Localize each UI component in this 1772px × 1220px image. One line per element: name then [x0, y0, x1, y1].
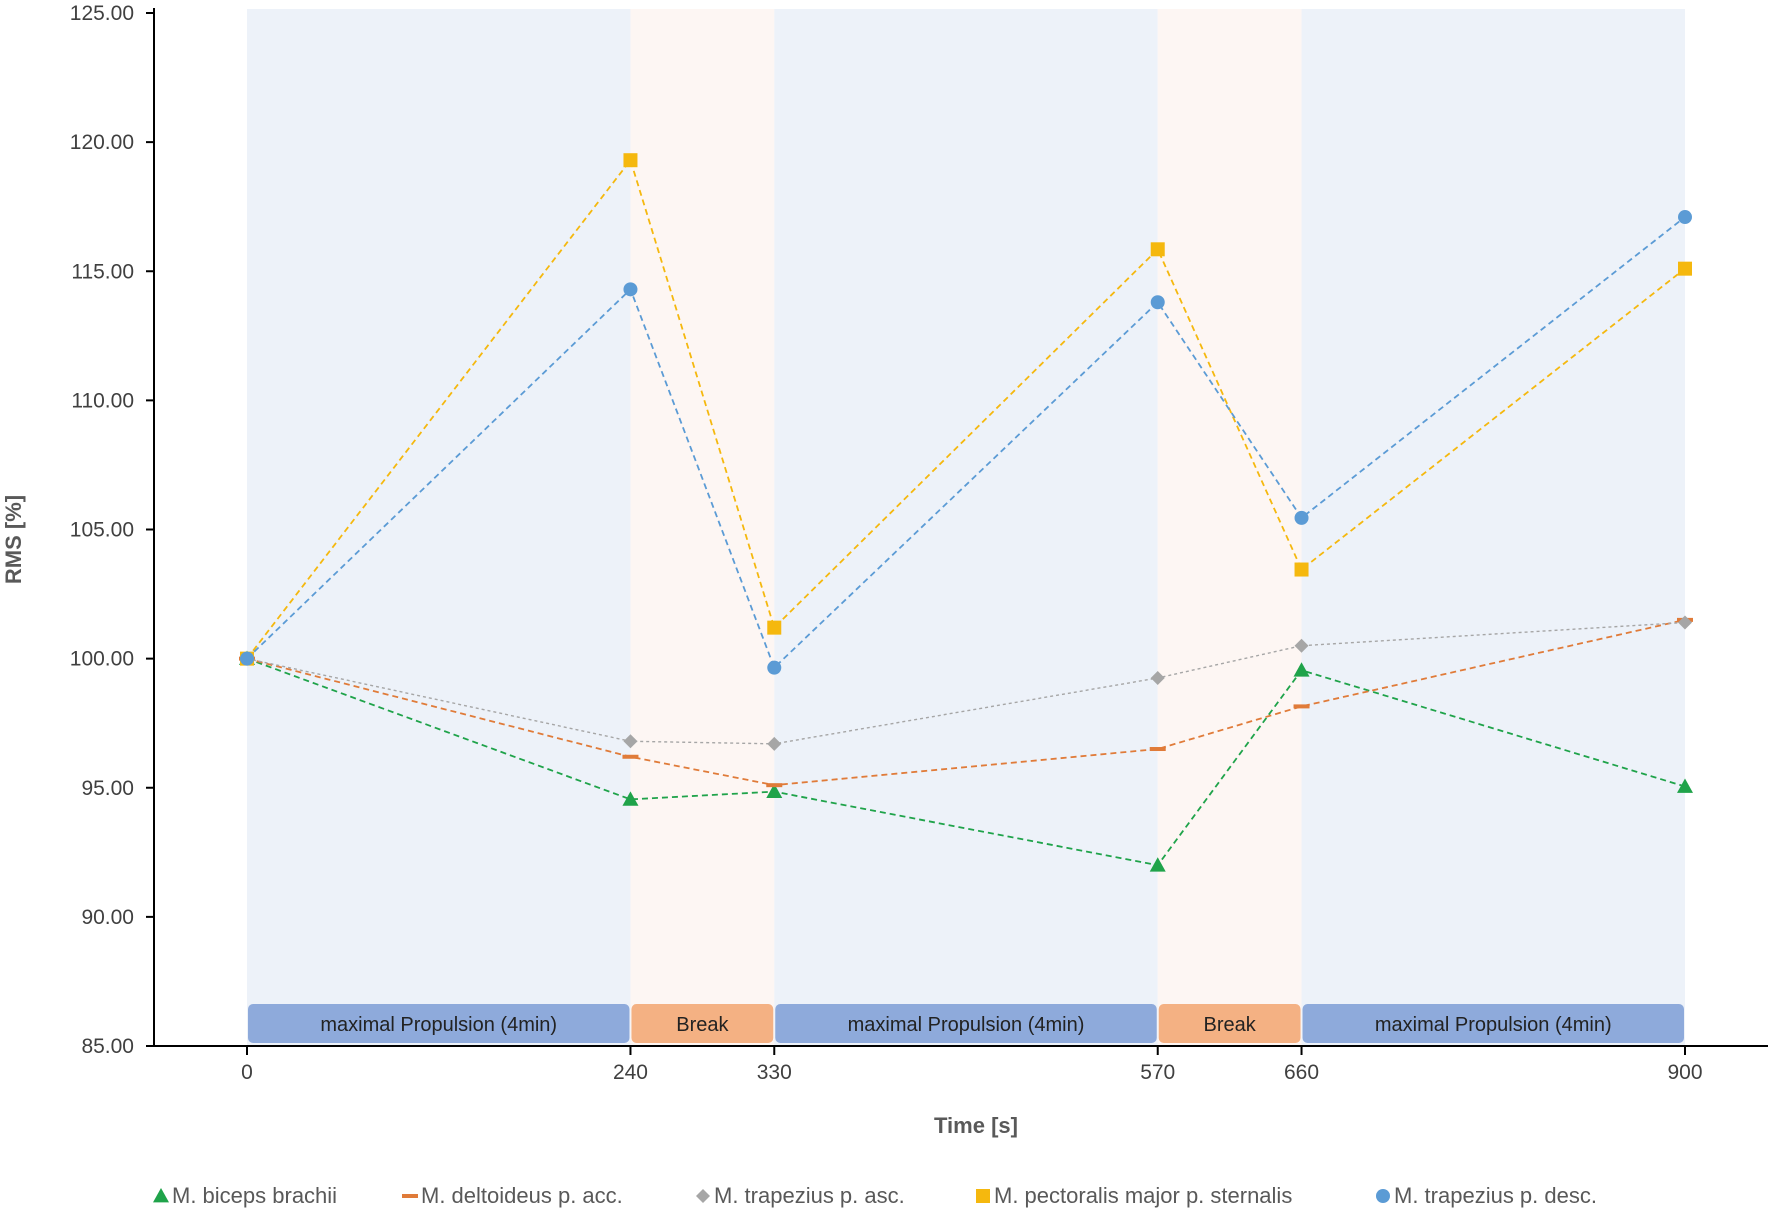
legend-item-2: M. deltoideus p. acc. [402, 1183, 623, 1208]
y-tick-label: 115.00 [71, 260, 134, 283]
phase-band-4 [1157, 9, 1302, 1046]
series-3 [240, 615, 1692, 751]
legend-label: M. pectoralis major p. sternalis [994, 1183, 1292, 1208]
phase-band-1 [247, 9, 631, 1046]
legend-marker [696, 1189, 710, 1203]
data-point [1678, 261, 1692, 276]
legend-marker [153, 1188, 169, 1203]
legend-item-4: M. pectoralis major p. sternalis [976, 1183, 1292, 1208]
legend-label: M. trapezius p. desc. [1394, 1183, 1597, 1208]
data-point [1294, 510, 1309, 525]
data-point [623, 734, 638, 749]
data-point [767, 660, 782, 675]
legend-label: M. deltoideus p. acc. [421, 1183, 623, 1208]
y-tick-label: 100.00 [70, 648, 134, 671]
y-tick-label: 85.00 [81, 1035, 134, 1058]
phase-bands [247, 9, 1685, 1046]
data-point [1150, 242, 1165, 257]
data-point [1293, 662, 1310, 677]
phase-box-label-1: maximal Propulsion (4min) [320, 1014, 557, 1036]
y-tick-label: 125.00 [70, 2, 134, 25]
phase-box-4 [1158, 1004, 1301, 1043]
phase-box-label-4: Break [1204, 1014, 1257, 1036]
y-tick-label: 110.00 [71, 389, 134, 412]
legend-item-1: M. biceps brachii [153, 1183, 337, 1208]
phase-band-5 [1301, 9, 1685, 1046]
series-5 [240, 210, 1692, 675]
phase-box-3 [775, 1004, 1157, 1043]
data-point [623, 282, 638, 297]
data-point [1677, 778, 1693, 793]
data-point [1294, 638, 1309, 653]
y-tick-label: 105.00 [70, 519, 134, 542]
data-point [1150, 295, 1165, 310]
x-tick-label: 660 [1284, 1061, 1319, 1084]
series-line-4 [246, 158, 1686, 660]
legend-marker [402, 1194, 418, 1198]
phase-box-5 [1302, 1004, 1684, 1043]
data-point [766, 783, 783, 799]
legend-item-5: M. trapezius p. desc. [1376, 1183, 1597, 1208]
x-tick-label: 240 [613, 1061, 648, 1084]
data-point [622, 754, 639, 759]
data-point [1294, 562, 1309, 577]
x-tick-label: 0 [241, 1061, 253, 1084]
x-tick-label: 330 [757, 1061, 792, 1084]
data-point [623, 153, 638, 168]
series-lines [239, 153, 1693, 872]
series-line-2 [246, 619, 1686, 787]
y-tick-label: 120.00 [70, 131, 134, 154]
data-point [1150, 670, 1165, 685]
legend: M. biceps brachii M. deltoideus p. acc. M.… [153, 1183, 1597, 1208]
phase-box-label-5: maximal Propulsion (4min) [1375, 1014, 1612, 1036]
y-tick-label: 90.00 [81, 906, 134, 929]
data-point [1149, 857, 1166, 872]
data-point [767, 736, 782, 751]
phase-box-label-3: maximal Propulsion (4min) [848, 1014, 1085, 1036]
legend-item-3: M. trapezius p. asc. [696, 1183, 905, 1208]
data-point [767, 620, 782, 635]
series-line-5 [246, 216, 1686, 670]
phase-band-3 [774, 9, 1158, 1046]
data-point [1293, 704, 1310, 709]
phase-box-1 [248, 1004, 630, 1043]
phase-box-label-2: Break [676, 1014, 729, 1036]
axes: 85.00 90.00 95.00 100.00 105.00 110.00 115.00 1… [1, 2, 1768, 1138]
x-axis-title: Time [s] [934, 1113, 1018, 1138]
phase-band-2 [630, 9, 775, 1046]
legend-label: M. trapezius p. asc. [714, 1183, 905, 1208]
data-point [1149, 747, 1166, 752]
data-point [766, 783, 783, 788]
data-point [1678, 210, 1692, 225]
data-point [622, 791, 639, 806]
series-line-1 [246, 657, 1686, 867]
data-point [240, 651, 254, 666]
data-point [1678, 615, 1692, 630]
legend-marker [1376, 1189, 1390, 1203]
phase-box-2 [631, 1004, 774, 1043]
legend-label: M. biceps brachii [172, 1183, 337, 1208]
x-tick-label: 570 [1140, 1061, 1175, 1084]
y-axis-title: RMS [%] [1, 495, 26, 584]
legend-marker [976, 1189, 990, 1203]
x-tick-label: 900 [1667, 1061, 1702, 1084]
y-tick-label: 95.00 [81, 777, 134, 800]
series-line-3 [246, 621, 1686, 745]
phase-labels: maximal Propulsion (4min) Break maximal Pr… [248, 1004, 1684, 1043]
